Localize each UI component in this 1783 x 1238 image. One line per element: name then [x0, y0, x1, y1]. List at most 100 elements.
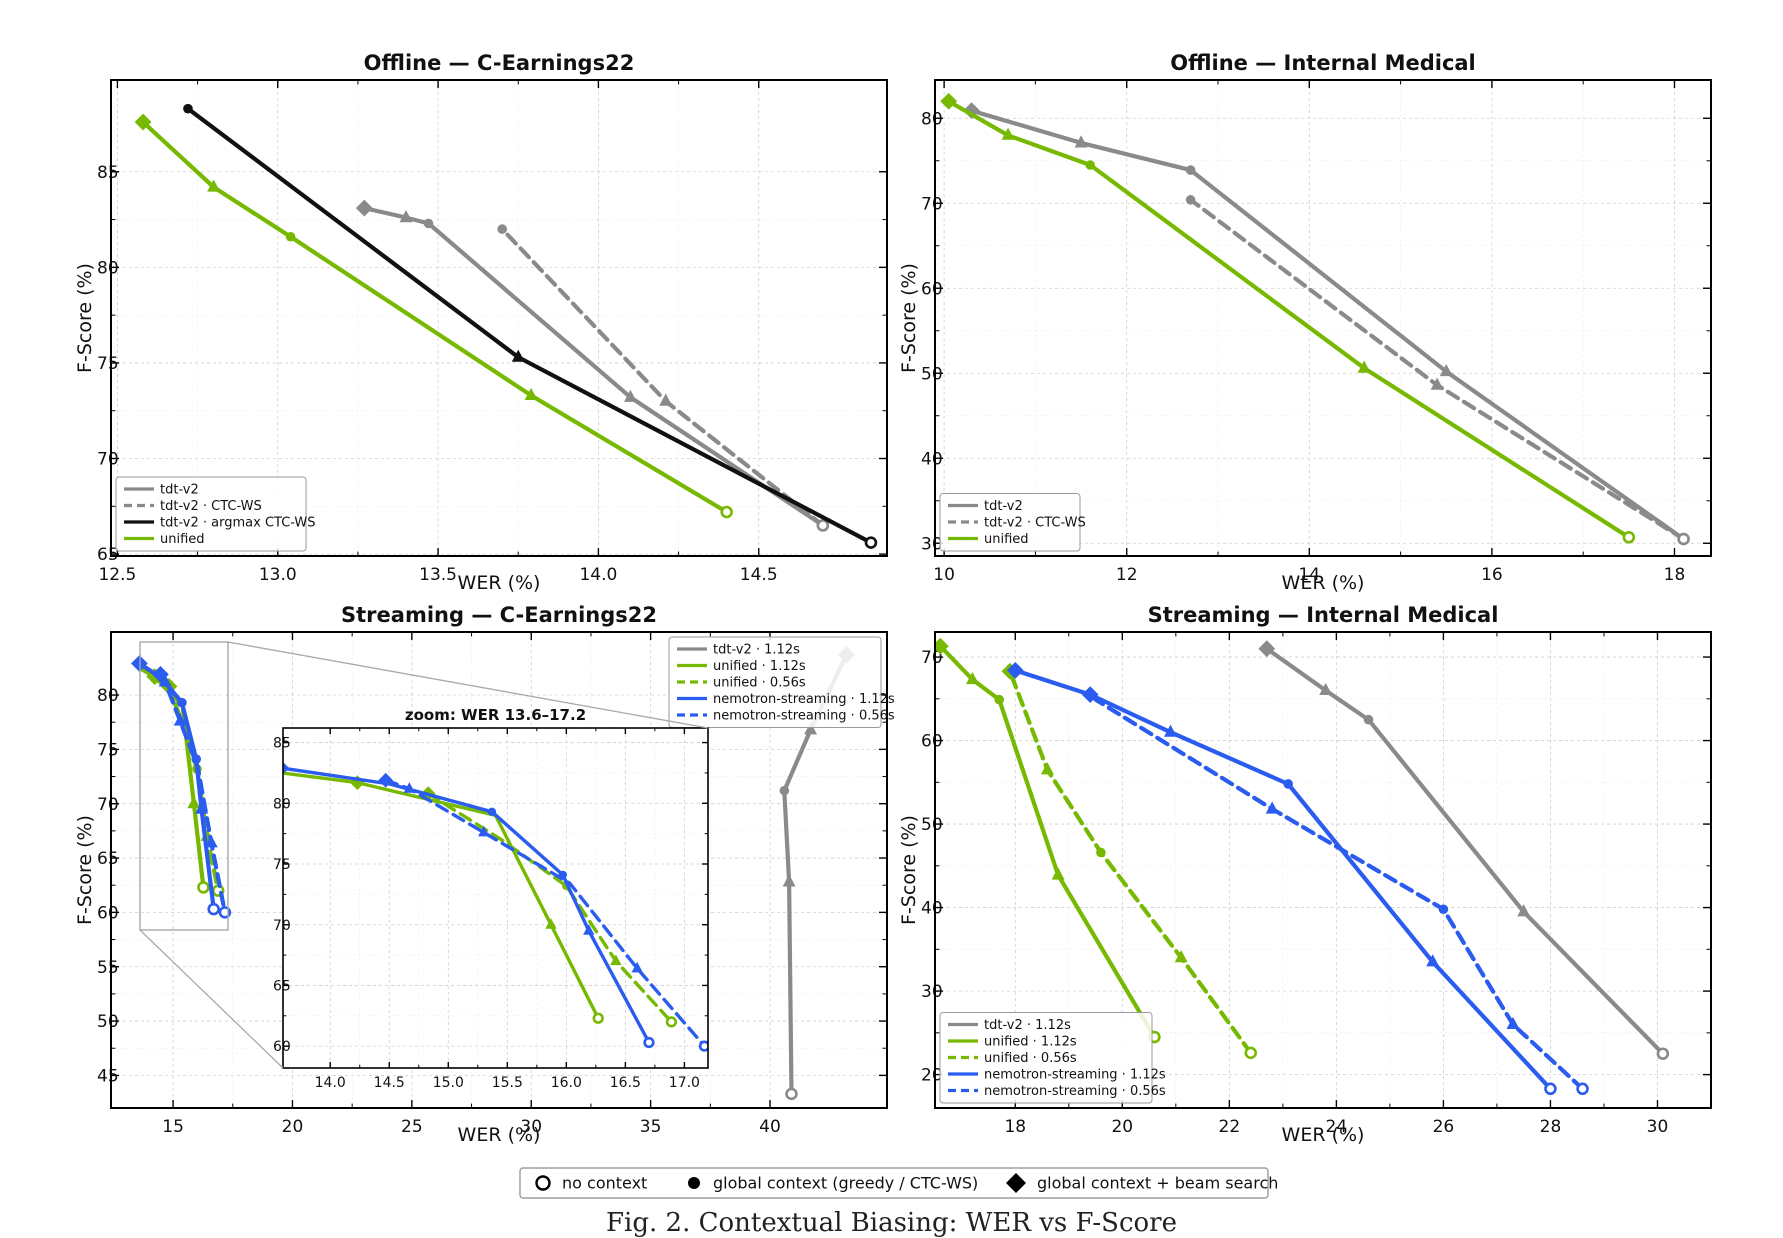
p2-ytick-label-3: 60 [921, 279, 943, 299]
p3-ytick-label-6: 75 [97, 740, 119, 760]
p2-xtick-label-4: 18 [1664, 565, 1686, 585]
p1-series-2-point-0-open-circle [864, 536, 878, 549]
marker-legend-label-0: no context [562, 1174, 647, 1193]
p3-frame [110, 631, 888, 1109]
p3-inset-ytick-label-1: 65 [273, 978, 291, 994]
p3-inset-series-3-point-0-diamond [283, 761, 290, 775]
p1-xtick-label-3: 14.0 [579, 565, 617, 585]
p3-inset-ytick-label-4: 80 [273, 796, 291, 812]
p4-ticks: 18 20 22 24 26 28 30 20 30 40 50 60 70 [921, 632, 1711, 1137]
p4-xtick-label-1: 20 [1111, 1117, 1133, 1137]
p4-legend-label-1: unified · 1.12s [984, 1035, 1077, 1050]
p3-ytick-label-5: 70 [97, 795, 119, 815]
p2-legend-label-2: unified [984, 532, 1029, 547]
p2-series-2-point-2-dot [1085, 160, 1095, 170]
p3-legend-label-4: nemotron-streaming · 0.56s [713, 709, 895, 724]
p4-series-0 [1258, 640, 1670, 1060]
p1-legend-label-3: unified [160, 532, 205, 547]
p4-series-2-point-0-open-circle [1244, 1046, 1258, 1060]
p1-series-0-point-2-dot [423, 218, 434, 229]
p4-series-3 [1006, 662, 1557, 1096]
p3-inset-series-3-point-4-triangle [583, 924, 595, 935]
p3-inset-series-4-point-1-triangle [403, 782, 415, 793]
p1-series-3 [134, 113, 733, 519]
p1-series-0-point-4-diamond [355, 199, 373, 217]
p3-inset-ytick-label-5: 85 [273, 736, 291, 752]
p3-inset-series-4-line [384, 778, 707, 1048]
chart-p4: 18 20 22 24 26 28 30 20 30 40 50 60 70 Streaming — In… [898, 603, 1712, 1146]
p4-xlabel: WER (%) [1282, 1124, 1365, 1146]
p3-ytick-label-3: 60 [97, 904, 119, 924]
p3-xtick-label-3: 30 [520, 1117, 542, 1137]
p2-ytick-label-1: 40 [921, 449, 943, 469]
p1-series-3-point-4-diamond [134, 113, 152, 131]
p1-series-1-line [500, 227, 826, 528]
p3-series-0-point-1-triangle [782, 874, 796, 887]
p1-series-3-point-3-triangle [207, 179, 221, 192]
chart-p1: 12.5 13.0 13.5 14.0 14.5 65 70 75 80 85 Offline — … [74, 51, 888, 594]
p1-legend-label-0: tdt-v2 [160, 483, 199, 498]
p3-legend-label-2: unified · 0.56s [713, 676, 806, 691]
p1-ytick-label-2: 75 [97, 354, 119, 374]
p1-series-1-point-0-open-circle [816, 519, 830, 532]
p2-title: Offline — Internal Medical [1170, 51, 1476, 75]
p3-xtick-label-1: 20 [282, 1117, 304, 1137]
p3-inset-title: zoom: WER 13.6–17.2 [405, 706, 586, 724]
p3-ytick-label-7: 80 [97, 686, 119, 706]
p3-inset-series-3-point-5-open-circle [643, 1036, 655, 1049]
p1-series-1-point-1-triangle [659, 393, 673, 406]
p3-legend-label-3: nemotron-streaming · 1.12s [713, 692, 895, 707]
p4-series-3-point-3-triangle [1164, 724, 1177, 737]
p3-inset-xtick-label-0: 14.0 [315, 1075, 346, 1091]
p3-ylabel: F-Score (%) [74, 815, 96, 925]
p3-inset-xtick-label-5: 16.5 [610, 1075, 641, 1091]
p2-series-2-point-4-diamond [940, 92, 958, 110]
p3-inset-series-4-point-2-triangle [478, 825, 490, 837]
p3-inset-frame [282, 727, 709, 1069]
p3-legend-label-0: tdt-v2 · 1.12s [713, 643, 800, 658]
p4-xtick-label-0: 18 [1004, 1117, 1026, 1137]
marker-legend-filled-circle-icon [688, 1177, 700, 1189]
p4-series-1-point-4-diamond [935, 637, 949, 655]
p3-inset-series-4 [378, 772, 708, 1052]
p4-series-3-line [1013, 668, 1553, 1091]
p3-legend-label-1: unified · 1.12s [713, 659, 806, 674]
p2-ytick-label-0: 30 [921, 534, 943, 554]
p2-xtick-label-0: 10 [933, 565, 955, 585]
p3-series-0-point-3-triangle [804, 722, 818, 735]
p4-series-4-point-3-triangle [1265, 801, 1279, 814]
p1-series-1-point-2-dot [497, 224, 508, 234]
figure-caption: Fig. 2. Contextual Biasing: WER vs F-Sco… [606, 1208, 1177, 1238]
p3-xtick-label-4: 35 [640, 1117, 662, 1137]
p4-series-0-point-4-diamond [1258, 640, 1276, 658]
p3-zoom-connector-bottom [139, 929, 284, 1069]
p2-series-0 [963, 102, 1690, 546]
marker-legend-box [519, 1167, 1269, 1199]
p3-series-0-point-0-open-circle [785, 1087, 798, 1101]
p2-series-1 [1185, 195, 1690, 546]
p4-series-1-point-3-triangle [966, 672, 979, 685]
p1-title: Offline — C-Earnings22 [364, 51, 635, 75]
p3-title: Streaming — C-Earnings22 [341, 603, 657, 627]
p3-inset-series-1-point-1-diamond [350, 775, 365, 790]
p4-series-3-point-5-diamond [1006, 662, 1024, 679]
p2-legend-label-1: tdt-v2 · CTC-WS [984, 516, 1086, 531]
p3-inset-ytick-label-0: 60 [273, 1039, 291, 1055]
p3-ytick-label-4: 65 [97, 849, 119, 869]
p2-series-0-point-2-dot [1185, 165, 1196, 175]
p1-ytick-label-0: 65 [97, 545, 119, 565]
p2-series-2 [940, 92, 1636, 544]
p1-ytick-label-3: 80 [97, 258, 119, 278]
p3-series-4-point-4-triangle [204, 835, 218, 848]
p1-frame [110, 79, 888, 557]
p4-series-4-point-1-triangle [1506, 1016, 1520, 1030]
p1-legend-box [115, 476, 307, 552]
p2-series-0-point-3-triangle [1074, 135, 1088, 148]
p3-ytick-label-2: 55 [97, 958, 119, 978]
p2-ytick-label-4: 70 [921, 194, 943, 214]
p4-series-3-point-4-diamond [1081, 686, 1099, 704]
p1-xtick-label-0: 12.5 [98, 565, 136, 585]
p4-series-0-point-0-open-circle [1656, 1047, 1670, 1060]
